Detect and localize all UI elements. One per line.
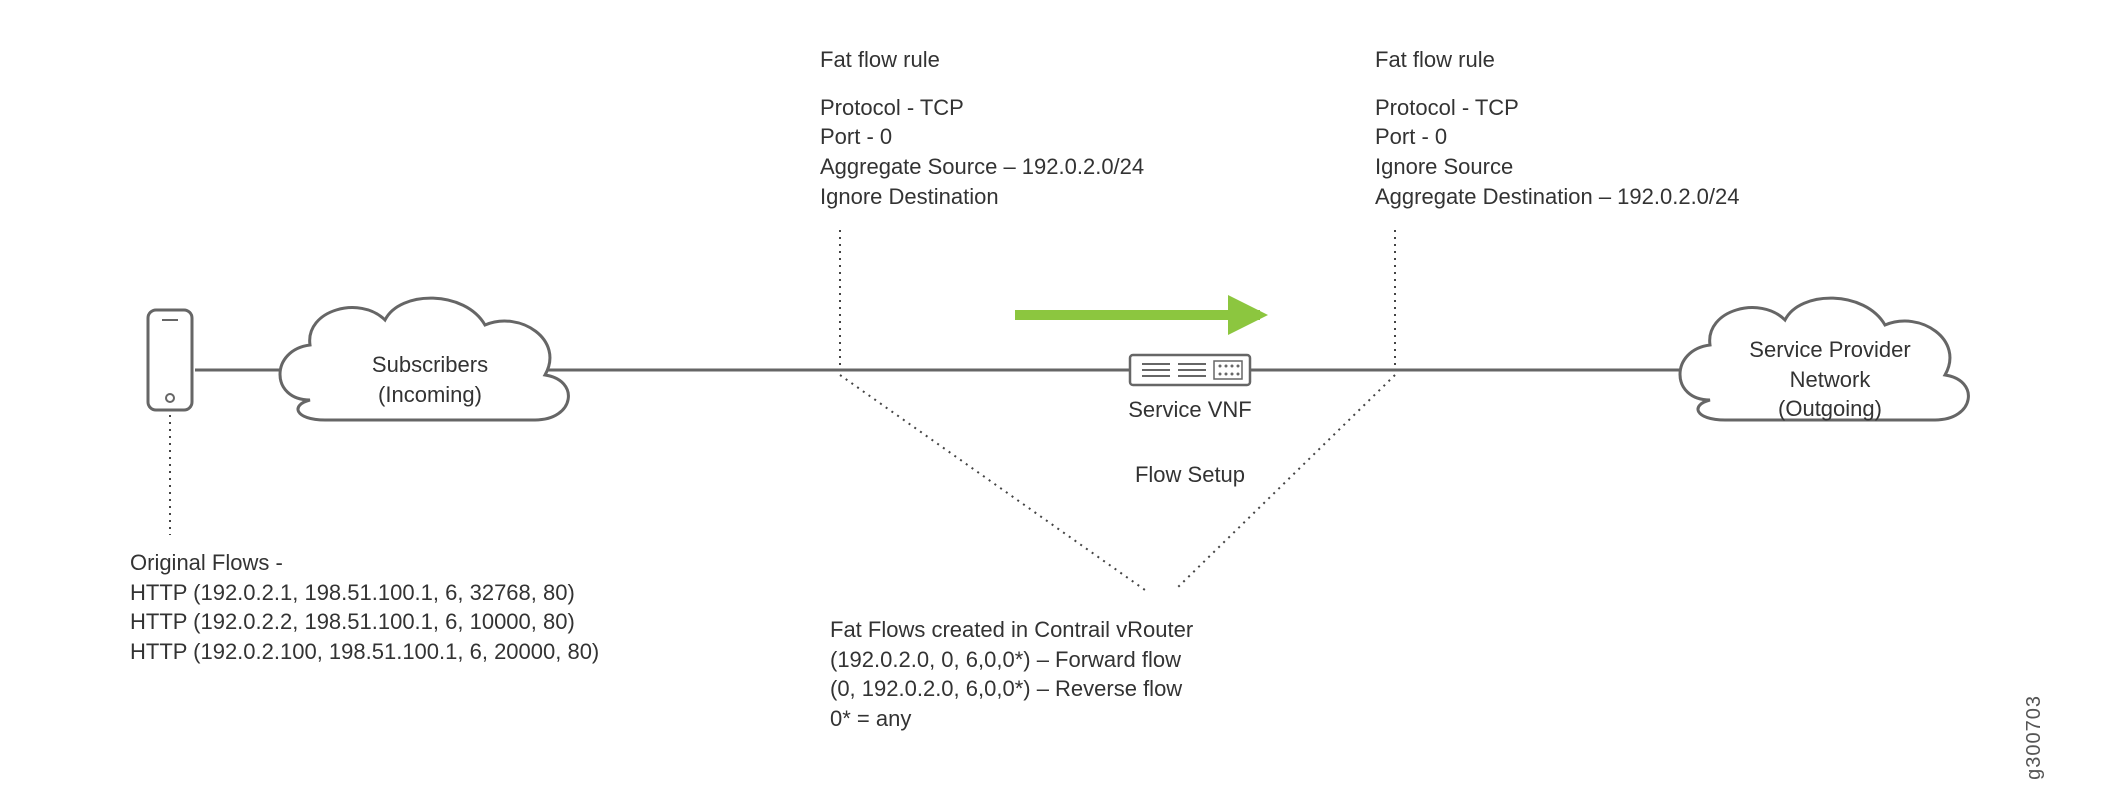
original-flows-line3: HTTP (192.0.2.100, 198.51.100.1, 6, 2000… xyxy=(130,637,599,667)
original-flows-block: Original Flows - HTTP (192.0.2.1, 198.51… xyxy=(130,548,599,667)
rule-left-agg: Aggregate Source – 192.0.2.0/24 xyxy=(820,152,1144,182)
fat-flow-rule-right: Fat flow rule Protocol - TCP Port - 0 Ig… xyxy=(1375,45,1740,211)
rule-left-title: Fat flow rule xyxy=(820,45,1144,75)
subscribers-cloud-label: Subscribers (Incoming) xyxy=(340,350,520,409)
flow-setup-text: Flow Setup xyxy=(1105,460,1275,490)
fat-flows-block: Fat Flows created in Contrail vRouter (1… xyxy=(830,615,1193,734)
rule-right-agg: Aggregate Destination – 192.0.2.0/24 xyxy=(1375,182,1740,212)
cloud-right-line1: Service Provider xyxy=(1720,335,1940,365)
rule-left-ignore: Ignore Destination xyxy=(820,182,1144,212)
image-id-label: g300703 xyxy=(2023,695,2046,780)
rule-right-port: Port - 0 xyxy=(1375,122,1740,152)
flow-setup-label: Flow Setup xyxy=(1105,460,1275,490)
cloud-left-line1: Subscribers xyxy=(340,350,520,380)
rule-left-protocol: Protocol - TCP xyxy=(820,93,1144,123)
service-vnf-label: Service VNF xyxy=(1105,395,1275,425)
fat-flows-line2: (0, 192.0.2.0, 6,0,0*) – Reverse flow xyxy=(830,674,1193,704)
original-flows-line2: HTTP (192.0.2.2, 198.51.100.1, 6, 10000,… xyxy=(130,607,599,637)
original-flows-title: Original Flows - xyxy=(130,548,599,578)
rule-right-title: Fat flow rule xyxy=(1375,45,1740,75)
service-vnf-icon xyxy=(1130,355,1250,385)
rule-right-ignore: Ignore Source xyxy=(1375,152,1740,182)
vnf-label-text: Service VNF xyxy=(1105,395,1275,425)
rule-right-protocol: Protocol - TCP xyxy=(1375,93,1740,123)
cloud-right-line2: Network xyxy=(1720,365,1940,395)
provider-cloud-label: Service Provider Network (Outgoing) xyxy=(1720,335,1940,424)
cloud-right-line3: (Outgoing) xyxy=(1720,394,1940,424)
fat-flows-line3: 0* = any xyxy=(830,704,1193,734)
cloud-left-line2: (Incoming) xyxy=(340,380,520,410)
fat-flows-line1: (192.0.2.0, 0, 6,0,0*) – Forward flow xyxy=(830,645,1193,675)
original-flows-line1: HTTP (192.0.2.1, 198.51.100.1, 6, 32768,… xyxy=(130,578,599,608)
phone-icon xyxy=(148,310,192,410)
rule-left-port: Port - 0 xyxy=(820,122,1144,152)
fat-flows-title: Fat Flows created in Contrail vRouter xyxy=(830,615,1193,645)
funnel-left-dotted xyxy=(840,375,1145,590)
fat-flow-rule-left: Fat flow rule Protocol - TCP Port - 0 Ag… xyxy=(820,45,1144,211)
